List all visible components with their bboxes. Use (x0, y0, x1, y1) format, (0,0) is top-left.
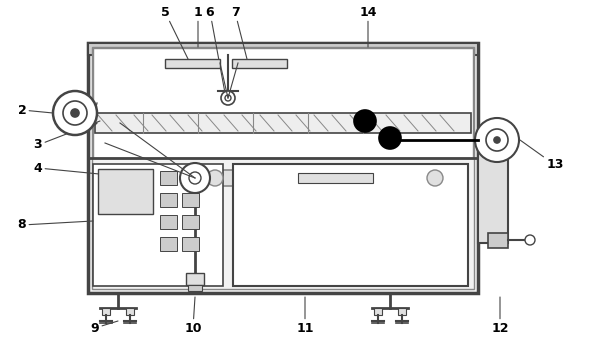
Text: 9: 9 (91, 321, 118, 335)
Bar (160, 193, 177, 207)
Bar (182, 215, 199, 229)
Bar (126, 308, 134, 315)
Circle shape (63, 101, 87, 125)
Bar (374, 308, 382, 315)
Circle shape (71, 109, 79, 117)
Text: 7: 7 (231, 5, 248, 63)
Bar (182, 237, 199, 251)
Bar (98, 169, 153, 214)
Bar (88, 43, 478, 293)
Text: 5: 5 (161, 5, 190, 63)
Bar (93, 48, 473, 158)
Bar (160, 237, 177, 251)
Bar (160, 171, 177, 185)
Circle shape (53, 91, 97, 135)
Bar (182, 193, 199, 207)
Text: 10: 10 (184, 297, 202, 335)
Text: 13: 13 (520, 140, 564, 171)
Circle shape (494, 137, 500, 143)
Text: 2: 2 (18, 103, 53, 117)
Circle shape (207, 170, 223, 186)
Text: 12: 12 (491, 297, 509, 335)
Circle shape (189, 172, 201, 184)
Bar (478, 143, 508, 243)
Bar (232, 59, 287, 68)
Bar (88, 43, 478, 55)
Circle shape (427, 170, 443, 186)
Circle shape (525, 235, 535, 245)
Bar (102, 308, 110, 315)
Circle shape (475, 118, 519, 162)
Bar (93, 164, 223, 286)
Bar (298, 173, 373, 183)
Circle shape (221, 91, 235, 105)
Circle shape (225, 95, 231, 101)
Text: 1: 1 (194, 5, 202, 47)
Bar (160, 215, 177, 229)
Bar (165, 59, 220, 68)
Bar (92, 47, 474, 289)
Circle shape (180, 163, 210, 193)
Text: 8: 8 (18, 219, 93, 232)
Text: 14: 14 (359, 5, 377, 47)
Bar (188, 285, 202, 291)
Bar (233, 164, 468, 286)
Bar (215, 170, 435, 186)
Circle shape (354, 110, 376, 132)
Bar (182, 171, 199, 185)
Text: 11: 11 (296, 297, 313, 335)
Text: 3: 3 (34, 121, 100, 152)
Text: 4: 4 (34, 162, 140, 178)
Bar (398, 308, 406, 315)
Bar (95, 113, 471, 133)
Bar (186, 273, 204, 285)
Circle shape (379, 127, 401, 149)
Circle shape (486, 129, 508, 151)
Bar (488, 233, 508, 248)
Text: 6: 6 (206, 5, 225, 93)
